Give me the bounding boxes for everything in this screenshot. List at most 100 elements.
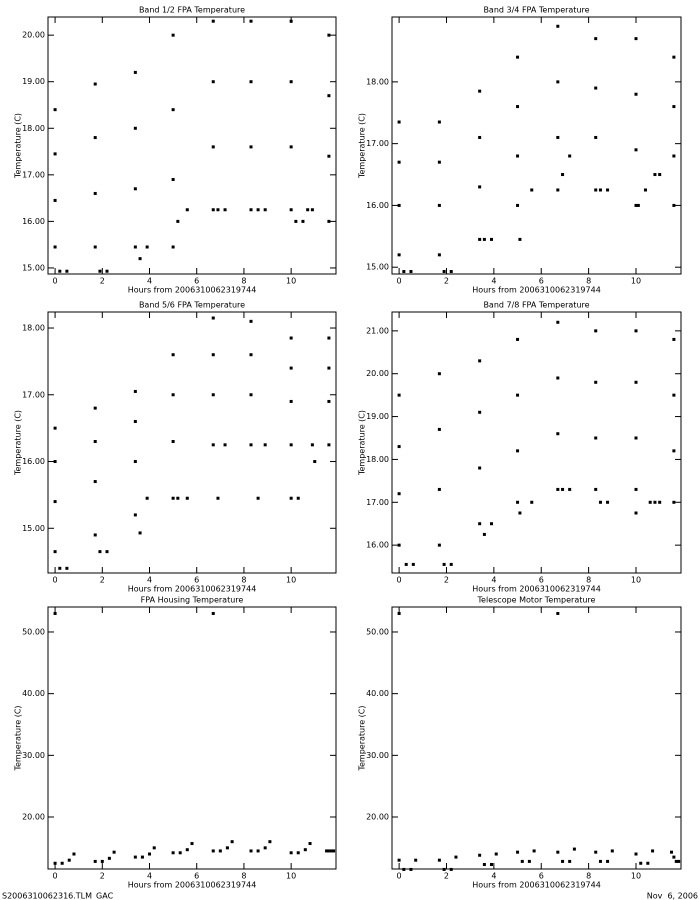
- data-point: [249, 849, 253, 853]
- data-point: [107, 856, 111, 860]
- y-tick-label: 20.00: [366, 369, 389, 378]
- data-point: [249, 393, 253, 397]
- data-point: [397, 543, 401, 547]
- data-point: [634, 852, 638, 856]
- y-tick-label: 19.00: [22, 77, 45, 86]
- data-point: [437, 427, 441, 431]
- data-point: [449, 270, 453, 274]
- data-point: [672, 449, 676, 453]
- data-point: [561, 173, 565, 177]
- data-point: [301, 219, 305, 223]
- data-point: [58, 566, 62, 570]
- data-point: [556, 135, 560, 139]
- data-point: [176, 496, 180, 500]
- data-point: [437, 120, 441, 124]
- data-point: [397, 858, 401, 862]
- data-point: [105, 550, 109, 554]
- y-tick-label: 30.00: [22, 751, 45, 760]
- data-point: [140, 855, 144, 859]
- x-axis-label: Hours from 2006310062319744: [128, 585, 257, 594]
- data-point: [178, 851, 182, 855]
- data-point: [327, 849, 331, 853]
- data-point: [634, 511, 638, 515]
- y-tick-label: 20.00: [22, 31, 45, 40]
- x-tick-label: 2: [444, 576, 449, 585]
- data-point: [556, 24, 560, 28]
- data-point: [658, 500, 662, 504]
- data-point: [520, 859, 524, 863]
- data-point: [397, 445, 401, 449]
- data-point: [598, 188, 602, 192]
- x-tick-label: 4: [147, 277, 152, 286]
- data-point: [634, 92, 638, 96]
- data-point: [648, 500, 652, 504]
- data-point: [437, 253, 441, 257]
- data-point: [58, 269, 62, 273]
- data-point: [634, 203, 638, 207]
- data-point: [289, 851, 293, 855]
- data-point: [98, 550, 102, 554]
- data-point: [409, 270, 413, 274]
- data-point: [327, 219, 331, 223]
- data-point: [332, 849, 336, 853]
- x-tick-label: 10: [631, 576, 641, 585]
- data-point: [674, 859, 678, 863]
- data-point: [289, 366, 293, 370]
- data-point: [327, 33, 331, 37]
- x-axis-label: Hours from 2006310062319744: [472, 585, 601, 594]
- x-tick-label: 8: [586, 576, 591, 585]
- data-point: [53, 460, 57, 464]
- data-point: [568, 154, 572, 158]
- data-point: [449, 562, 453, 566]
- data-point: [639, 861, 643, 865]
- y-tick-label: 15.00: [366, 263, 389, 272]
- data-point: [437, 543, 441, 547]
- data-point: [397, 492, 401, 496]
- data-point: [289, 208, 293, 212]
- plot-frame: [47, 606, 337, 870]
- y-tick-label: 17.00: [22, 170, 45, 179]
- plot-frame: [47, 311, 337, 574]
- data-point: [93, 533, 97, 537]
- data-point: [133, 513, 137, 517]
- data-point: [594, 135, 598, 139]
- data-point: [478, 237, 482, 241]
- y-tick-label: 16.00: [366, 541, 389, 550]
- data-point: [516, 449, 520, 453]
- data-point: [53, 550, 57, 554]
- data-point: [532, 849, 536, 853]
- y-tick-label: 21.00: [366, 326, 389, 335]
- data-point: [223, 443, 227, 447]
- data-point: [672, 393, 676, 397]
- footer-left: S2006310062316.TLM_GAC: [2, 892, 114, 900]
- data-point: [65, 566, 69, 570]
- data-point: [437, 487, 441, 491]
- data-point: [478, 185, 482, 189]
- data-point: [478, 466, 482, 470]
- data-point: [249, 80, 253, 84]
- data-point: [672, 855, 676, 859]
- data-point: [268, 840, 272, 844]
- data-point: [313, 460, 317, 464]
- data-point: [672, 500, 676, 504]
- data-point: [53, 611, 57, 615]
- data-point: [211, 145, 215, 149]
- data-point: [402, 270, 406, 274]
- data-point: [634, 380, 638, 384]
- chart-title: Telescope Motor Temperature: [477, 596, 596, 605]
- data-point: [53, 152, 57, 156]
- data-point: [561, 859, 565, 863]
- x-tick-label: 0: [53, 872, 58, 881]
- data-point: [190, 842, 194, 846]
- x-tick-label: 4: [491, 872, 496, 881]
- data-point: [211, 353, 215, 357]
- x-tick-label: 10: [631, 277, 641, 286]
- data-point: [610, 849, 614, 853]
- data-point: [171, 177, 175, 181]
- data-point: [60, 861, 64, 865]
- data-point: [93, 480, 97, 484]
- data-point: [211, 443, 215, 447]
- data-point: [672, 105, 676, 109]
- y-tick-label: 17.00: [366, 498, 389, 507]
- data-point: [518, 511, 522, 515]
